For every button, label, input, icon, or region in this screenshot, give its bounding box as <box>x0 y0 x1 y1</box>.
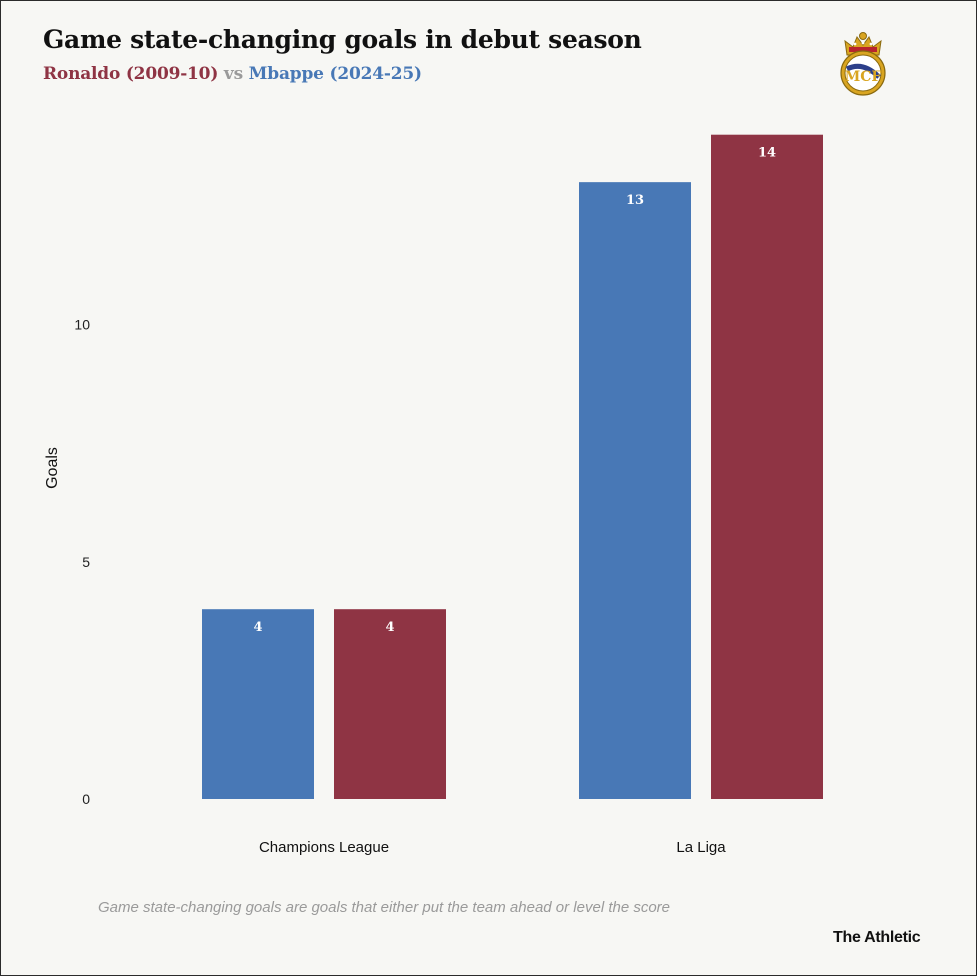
bar <box>334 609 446 799</box>
real-madrid-crest-icon: MCF <box>840 32 886 96</box>
y-axis-title: Goals <box>44 447 61 489</box>
svg-text:MCF: MCF <box>845 69 882 85</box>
subtitle-vs: vs <box>223 64 243 84</box>
bar-value-label: 13 <box>626 193 644 208</box>
subtitle-ronaldo: Ronaldo (2009-10) <box>43 64 219 84</box>
bar-value-label: 4 <box>253 620 262 635</box>
y-tick-label: 0 <box>82 791 90 807</box>
x-category-label: La Liga <box>676 839 726 856</box>
y-tick-label: 10 <box>74 317 90 333</box>
bar-value-label: 14 <box>758 146 776 161</box>
bar <box>711 134 823 799</box>
chart-subtitle: Ronaldo (2009-10) vs Mbappe (2024-25) <box>43 64 422 84</box>
footnote: Game state-changing goals are goals that… <box>98 899 671 916</box>
x-category-label: Champions League <box>259 839 389 856</box>
bar-value-label: 4 <box>385 620 394 635</box>
subtitle-mbappe: Mbappe (2024-25) <box>248 64 422 84</box>
bar <box>579 182 691 799</box>
chart-title: Game state-changing goals in debut seaso… <box>43 25 642 54</box>
y-tick-label: 5 <box>82 554 90 570</box>
brand-the-athletic: The Athletic <box>833 929 921 946</box>
bar <box>202 609 314 799</box>
